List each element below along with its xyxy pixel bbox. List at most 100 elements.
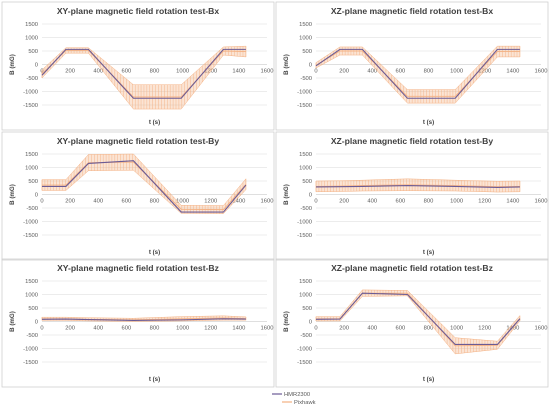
panel-frame — [275, 131, 549, 261]
legend: HMR2300 Pixhawk — [272, 392, 316, 406]
hmr2300-line — [41, 318, 246, 321]
x-tick-label: 1400 — [232, 326, 245, 332]
chart-panel-4: XZ-plane magnetic field rotation test-By… — [275, 131, 549, 261]
pixhawk-line — [42, 161, 247, 211]
y-tick-label: -1500 — [23, 360, 38, 366]
y-axis-title: B (mG) — [9, 184, 16, 205]
y-axis-title: B (mG) — [283, 184, 290, 205]
panel-frame — [1, 131, 275, 261]
x-tick-label: 1600 — [535, 326, 548, 332]
x-tick-label: 1000 — [450, 326, 463, 332]
x-tick-label: 1000 — [176, 326, 189, 332]
x-tick-label: 800 — [150, 69, 160, 75]
x-axis-title: t (s) — [423, 376, 434, 383]
x-tick-label: 400 — [367, 69, 377, 75]
y-tick-label: 0 — [309, 63, 312, 69]
panel-frame — [275, 258, 549, 388]
x-axis-title: t (s) — [149, 376, 160, 383]
y-tick-label: 0 — [309, 320, 312, 326]
x-tick-label: 600 — [396, 69, 406, 75]
y-tick-label: -500 — [300, 206, 312, 212]
y-tick-label: 1000 — [299, 36, 312, 42]
x-tick-label: 600 — [396, 326, 406, 332]
x-tick-label: 1400 — [232, 69, 245, 75]
x-axis-title: t (s) — [149, 119, 160, 126]
y-tick-label: 1500 — [299, 22, 312, 28]
x-tick-label: 1200 — [204, 326, 217, 332]
y-tick-label: -500 — [300, 76, 312, 82]
chart-title: XZ-plane magnetic field rotation test-Bz — [331, 263, 493, 273]
y-tick-label: 500 — [302, 49, 312, 55]
x-tick-label: 200 — [65, 326, 75, 332]
chart-panel-1: XY-plane magnetic field rotation test-Bx… — [1, 1, 275, 131]
y-tick-label: -1500 — [297, 360, 312, 366]
x-tick-label: 1200 — [204, 199, 217, 205]
x-tick-label: 800 — [150, 199, 160, 205]
y-tick-label: 500 — [28, 179, 38, 185]
x-tick-label: 400 — [367, 199, 377, 205]
x-tick-label: 1600 — [261, 199, 274, 205]
legend-hmr2300-label: HMR2300 — [284, 392, 310, 398]
x-axis-title: t (s) — [423, 119, 434, 126]
y-tick-label: -1000 — [23, 220, 38, 226]
chart-panel-2: XZ-plane magnetic field rotation test-Bx… — [275, 1, 549, 131]
x-tick-label: 1200 — [478, 199, 491, 205]
x-axis-title: t (s) — [423, 249, 434, 256]
x-axis-title: t (s) — [149, 249, 160, 256]
y-tick-label: -1500 — [297, 103, 312, 109]
x-tick-label: 600 — [122, 199, 132, 205]
chart-title: XZ-plane magnetic field rotation test-Bx — [331, 6, 494, 16]
chart-title: XY-plane magnetic field rotation test-By — [57, 136, 220, 146]
x-tick-label: 200 — [339, 326, 349, 332]
y-tick-label: -1500 — [23, 103, 38, 109]
y-tick-label: 1000 — [25, 36, 38, 42]
pixhawk-line — [41, 50, 246, 98]
x-tick-label: 1600 — [535, 199, 548, 205]
y-tick-label: 500 — [28, 49, 38, 55]
pixhawk-line — [315, 50, 520, 97]
y-tick-label: 500 — [302, 306, 312, 312]
x-tick-label: 1600 — [535, 69, 548, 75]
y-tick-label: 500 — [302, 179, 312, 185]
y-tick-label: 1000 — [25, 293, 38, 299]
y-axis-title: B (mG) — [9, 311, 16, 332]
chart-title: XY-plane magnetic field rotation test-Bz — [57, 263, 219, 273]
y-axis-title: B (mG) — [283, 54, 290, 75]
y-tick-label: -500 — [26, 76, 38, 82]
x-tick-label: 400 — [93, 199, 103, 205]
x-tick-label: 600 — [396, 199, 406, 205]
panel-frame — [275, 1, 549, 131]
y-tick-label: -1000 — [23, 90, 38, 96]
y-tick-label: 1500 — [25, 22, 38, 28]
y-tick-label: -500 — [26, 206, 38, 212]
x-tick-label: 1200 — [478, 69, 491, 75]
y-tick-label: 500 — [28, 306, 38, 312]
y-tick-label: -1500 — [23, 233, 38, 239]
x-tick-label: 800 — [150, 326, 160, 332]
x-tick-label: 1600 — [261, 69, 274, 75]
chart-title: XY-plane magnetic field rotation test-Bx — [57, 6, 220, 16]
x-tick-label: 800 — [424, 326, 434, 332]
x-tick-label: 1400 — [506, 326, 519, 332]
x-tick-label: 200 — [65, 69, 75, 75]
y-tick-label: 1500 — [25, 279, 38, 285]
x-tick-label: 800 — [424, 69, 434, 75]
y-tick-label: 1500 — [299, 279, 312, 285]
x-tick-label: 1400 — [506, 199, 519, 205]
x-tick-label: 1000 — [176, 69, 189, 75]
hmr2300-line — [315, 292, 521, 345]
y-tick-label: -1500 — [297, 233, 312, 239]
y-tick-label: 0 — [35, 193, 38, 199]
hmr2300-line — [41, 48, 246, 99]
y-tick-label: 0 — [35, 320, 38, 326]
y-tick-label: -500 — [26, 333, 38, 339]
x-tick-label: 0 — [314, 199, 317, 205]
y-tick-label: 1000 — [25, 166, 38, 172]
x-tick-label: 0 — [314, 326, 317, 332]
chart-panel-5: XY-plane magnetic field rotation test-Bz… — [1, 258, 275, 388]
chart-panels: XY-plane magnetic field rotation test-Bx… — [1, 1, 549, 388]
x-tick-label: 600 — [122, 326, 132, 332]
y-tick-label: -1000 — [297, 347, 312, 353]
hmr2300-line — [42, 160, 247, 213]
